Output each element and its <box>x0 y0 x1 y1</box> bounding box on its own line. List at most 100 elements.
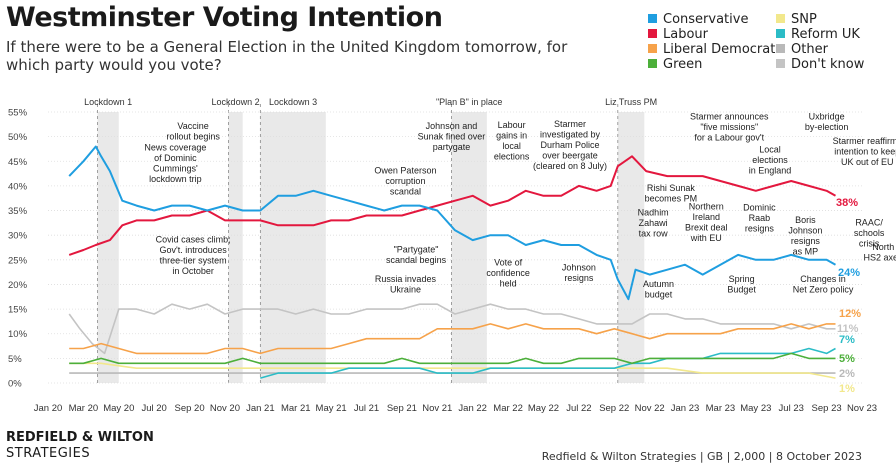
legend-item-snp: SNP <box>776 12 817 27</box>
annotation-line: HS2 axed <box>863 252 896 262</box>
legend-label: Reform UK <box>791 27 860 42</box>
annotation-line: scandal <box>390 187 421 197</box>
annotation-line: scandal begins <box>386 255 447 265</box>
annotation-line: elections <box>752 155 788 165</box>
annotation-line: Boris <box>795 215 816 225</box>
period-label: "Plan B" in place <box>436 97 502 107</box>
period-label: Lockdown 1 <box>84 97 132 107</box>
legend-label: Conservative <box>663 12 749 27</box>
y-tick-label: 55% <box>8 108 28 119</box>
annotation-line: Raab <box>749 213 771 223</box>
x-tick-label: Sep 21 <box>387 403 417 414</box>
y-tick-label: 45% <box>8 157 28 168</box>
annotation-line: in England <box>749 165 792 175</box>
annotation-line: corruption <box>385 176 425 186</box>
period-label: Lockdown 2 <box>212 97 260 107</box>
x-tick-label: Mar 22 <box>493 403 523 414</box>
x-tick-label: May 22 <box>528 403 559 414</box>
y-tick-label: 30% <box>8 231 28 242</box>
annotation-line: Vaccine <box>177 121 208 131</box>
y-tick-label: 25% <box>8 255 28 266</box>
annotation-line: Gov't. introduces <box>159 245 227 255</box>
end-label-snp: 1% <box>839 383 855 395</box>
legend-label: Labour <box>663 27 708 42</box>
x-tick-label: May 23 <box>740 403 771 414</box>
y-tick-label: 15% <box>8 305 28 316</box>
annotation-line: as MP <box>793 246 819 256</box>
annotation-line: partygate <box>433 142 471 152</box>
page-subtitle: If there were to be a General Election i… <box>6 38 568 74</box>
series-line-liberal-democrat <box>69 323 836 355</box>
annotation-line: Starmer announces <box>690 111 769 121</box>
annotation-line: for a Labour gov't <box>694 132 764 142</box>
x-tick-label: Mar 23 <box>706 403 736 414</box>
annotation-line: Changes in <box>800 274 846 284</box>
series-line-don-t-know <box>68 303 836 355</box>
legend-swatch <box>648 44 657 53</box>
series-line-reform-uk <box>260 347 836 379</box>
annotation-line: over beergate <box>542 150 598 160</box>
brand-name: REDFIELD & WILTON <box>6 430 154 445</box>
page-title: Westminster Voting Intention <box>6 2 443 33</box>
y-tick-label: 50% <box>8 132 28 143</box>
annotation-line: resigns <box>791 236 821 246</box>
legend-item-conservative: Conservative <box>648 12 748 27</box>
annotation-line: schools <box>854 228 885 238</box>
annotation-line: News coverage <box>144 142 206 152</box>
end-label-labour: 38% <box>836 197 858 209</box>
shaded-period <box>228 112 243 383</box>
annotation-line: Cummings' <box>153 163 198 173</box>
annotation-line: gains in <box>496 130 527 140</box>
annotation-line: Ukraine <box>390 284 421 294</box>
x-tick-label: Sep 20 <box>175 403 205 414</box>
end-labels: 24% 38% 12% 5% 7% 1% 2% 11% <box>836 197 861 395</box>
y-tick-label: 40% <box>8 181 28 192</box>
x-tick-label: Jul 20 <box>141 403 166 414</box>
annotation-line: RAAC/ <box>855 217 883 227</box>
annotation-line: Local <box>759 144 781 154</box>
annotation-line: Autumn <box>643 279 674 289</box>
annotation-line: intention to keep <box>834 147 896 157</box>
annotation-line: Dominic <box>743 203 776 213</box>
legend-label: Green <box>663 57 703 72</box>
series-line-green <box>69 352 836 365</box>
legend-swatch <box>776 59 785 68</box>
shaded-period <box>451 112 487 383</box>
annotation-line: Budget <box>727 284 756 294</box>
annotation-line: Starmer <box>554 119 586 129</box>
period-label: Liz Truss PM <box>605 97 657 107</box>
y-axis: 0% 5% 10% 15% 20% 25% 30% 35% 40% 45% 50% 55% <box>8 108 28 390</box>
annotation-line: becomes PM <box>645 193 698 203</box>
x-tick-label: Sep 23 <box>812 403 842 414</box>
annotation-line: by-election <box>805 122 849 132</box>
annotation-line: Rishi Sunak <box>647 183 696 193</box>
x-tick-label: Jan 22 <box>458 403 487 414</box>
annotation-line: Brexit deal <box>685 223 728 233</box>
end-label-don-t-know: 11% <box>837 323 859 335</box>
x-tick-label: Jan 21 <box>246 403 275 414</box>
annotation-line: Durham Police <box>541 140 600 150</box>
annotation-line: with EU <box>690 233 722 243</box>
x-tick-label: May 21 <box>316 403 347 414</box>
annotation: Starmer announces"five missions"for a La… <box>690 111 769 142</box>
legend-swatch <box>648 14 657 23</box>
annotation-line: Nadhim <box>638 207 669 217</box>
y-tick-label: 20% <box>8 280 28 291</box>
x-tick-label: Jul 21 <box>354 403 379 414</box>
annotation-line: resigns <box>564 273 594 283</box>
legend-item-don-t-know: Don't know <box>776 57 864 72</box>
end-label-conservative: 24% <box>838 267 860 279</box>
annotation-line: Johnson <box>562 263 596 273</box>
annotation-line: Uxbridge <box>809 111 845 121</box>
